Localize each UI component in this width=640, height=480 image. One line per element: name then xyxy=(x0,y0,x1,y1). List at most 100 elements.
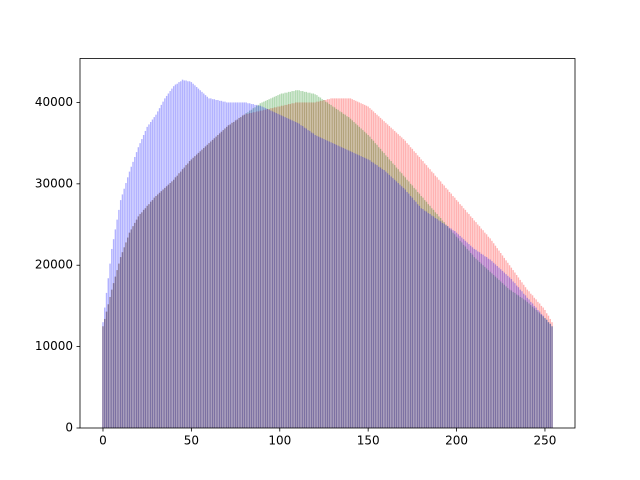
bar xyxy=(112,283,115,428)
bar xyxy=(181,169,184,428)
bar xyxy=(181,169,184,428)
bar xyxy=(111,289,113,428)
bar xyxy=(425,201,428,428)
bar xyxy=(245,102,247,428)
bar xyxy=(378,166,380,428)
bar xyxy=(551,326,553,428)
bar xyxy=(169,91,171,429)
bar xyxy=(286,104,288,429)
bar xyxy=(464,240,467,428)
bar xyxy=(263,109,265,428)
bar xyxy=(372,162,375,428)
bar xyxy=(178,82,180,429)
bar xyxy=(102,326,104,428)
bar xyxy=(517,287,520,428)
bar xyxy=(305,102,307,428)
bar xyxy=(533,297,536,428)
bar xyxy=(383,170,385,428)
bar xyxy=(335,108,338,428)
bar xyxy=(316,135,318,428)
bar xyxy=(309,102,311,428)
bar xyxy=(195,86,198,428)
bar xyxy=(287,118,290,429)
bar xyxy=(376,165,378,428)
bar xyxy=(494,245,497,428)
bar xyxy=(517,295,520,428)
bar xyxy=(356,101,359,428)
bar xyxy=(254,107,256,429)
axes-frame xyxy=(79,58,576,429)
bar xyxy=(155,114,157,429)
bar xyxy=(298,123,300,428)
bar xyxy=(206,144,208,428)
bar xyxy=(454,231,456,428)
bar xyxy=(199,151,201,429)
bar xyxy=(355,123,357,428)
bar xyxy=(528,299,530,428)
bar xyxy=(185,80,187,428)
bar xyxy=(363,104,366,429)
bar xyxy=(261,110,263,428)
bar xyxy=(432,173,435,428)
bar xyxy=(107,304,109,428)
bar xyxy=(121,194,124,428)
bar xyxy=(302,102,304,428)
bar xyxy=(249,103,251,428)
bar xyxy=(305,128,307,428)
bar xyxy=(102,322,104,428)
bar xyxy=(279,106,281,428)
bar xyxy=(510,290,513,428)
bar xyxy=(418,156,421,429)
bar xyxy=(349,118,352,429)
bar xyxy=(180,81,182,428)
bar xyxy=(257,105,260,429)
bar xyxy=(491,240,493,428)
bar xyxy=(496,278,498,428)
bar xyxy=(528,291,530,428)
bar xyxy=(385,122,387,428)
bar xyxy=(445,224,447,428)
bar xyxy=(441,222,444,428)
bar xyxy=(452,232,454,428)
bar xyxy=(135,219,138,428)
bar xyxy=(268,99,270,428)
bar xyxy=(217,135,219,429)
bar xyxy=(466,212,468,428)
bar xyxy=(257,111,260,429)
bar xyxy=(176,83,178,429)
bar xyxy=(436,218,438,428)
bar xyxy=(482,265,484,428)
bar xyxy=(378,116,380,428)
bar xyxy=(432,209,435,428)
bar xyxy=(344,114,346,429)
bar xyxy=(459,204,461,428)
bar xyxy=(427,167,429,428)
bar xyxy=(360,128,362,428)
bar xyxy=(142,209,145,428)
bar xyxy=(148,204,150,428)
bar xyxy=(233,102,235,428)
bar xyxy=(307,102,309,428)
bar xyxy=(487,258,490,428)
bar xyxy=(424,200,426,428)
bar xyxy=(132,226,134,428)
bar xyxy=(128,171,131,429)
bar xyxy=(270,98,272,429)
bar xyxy=(190,159,193,428)
bar xyxy=(547,322,550,428)
bar xyxy=(317,101,320,428)
bar xyxy=(369,136,371,429)
bar xyxy=(422,197,424,428)
bar xyxy=(524,295,527,428)
bar xyxy=(388,159,391,428)
bar xyxy=(432,216,435,428)
bar xyxy=(323,139,325,428)
bar xyxy=(379,117,382,428)
bar xyxy=(471,218,474,428)
bar xyxy=(294,90,297,429)
bar xyxy=(542,315,544,428)
bar xyxy=(416,191,419,428)
bar xyxy=(134,156,136,429)
